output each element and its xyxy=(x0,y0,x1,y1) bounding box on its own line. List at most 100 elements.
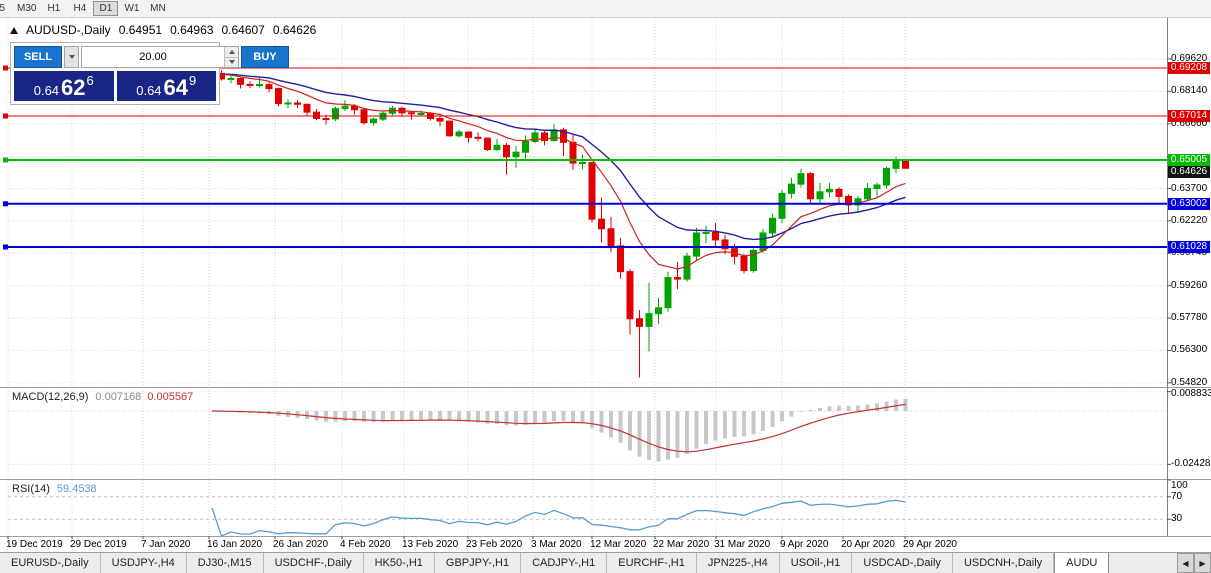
price-axis-tick: 0.62220 xyxy=(1171,214,1208,226)
candle-body xyxy=(721,239,729,250)
timeframe-button-H4[interactable]: H4 xyxy=(67,1,93,16)
chart-tab-USOil-H1[interactable]: USOil-,H1 xyxy=(780,553,853,573)
candle-body xyxy=(873,184,881,190)
rsi-name: RSI(14) xyxy=(12,483,50,495)
ma-fast-line xyxy=(211,72,906,270)
hline-handle-0.67014[interactable] xyxy=(3,113,8,119)
candle-body xyxy=(541,132,548,142)
rsi-axis-label: 30 xyxy=(1171,513,1183,525)
buy-price-display[interactable]: 0.64 64 9 xyxy=(116,71,216,101)
candle-body xyxy=(892,160,900,169)
hline-handle-0.65005[interactable] xyxy=(3,157,8,163)
ohlc-open: 0.64951 xyxy=(118,23,163,37)
volume-field xyxy=(81,46,239,68)
tab-scroll-right-icon[interactable]: ▶ xyxy=(1194,553,1211,573)
candle-body xyxy=(598,218,605,230)
time-axis-label: 16 Jan 2020 xyxy=(207,539,263,550)
timeframe-button-15[interactable]: 15 xyxy=(0,1,12,16)
candle-body xyxy=(360,109,368,124)
time-axis-label: 12 Mar 2020 xyxy=(590,539,647,550)
sell-button[interactable]: SELL xyxy=(14,46,62,68)
tab-scroll-left-icon[interactable]: ◀ xyxy=(1177,553,1194,573)
candle-body xyxy=(826,188,833,193)
chart-tab-bar: EURUSD-,Daily USDJPY-,H4 DJ30-,M15 USDCHF-,… xyxy=(0,552,1211,573)
volume-increase-button[interactable] xyxy=(225,47,238,58)
candle-body xyxy=(265,84,273,90)
candle-body xyxy=(322,117,330,120)
candle-body xyxy=(788,183,795,194)
hline-handle-0.61028[interactable] xyxy=(3,244,8,250)
chart-tab-GBPJPY-H1[interactable]: GBPJPY-,H1 xyxy=(435,553,522,573)
candle-body xyxy=(284,102,292,105)
volume-decrease-button[interactable] xyxy=(225,57,238,67)
macd-label: MACD(12,26,9) 0.007168 0.005567 xyxy=(12,391,193,403)
time-axis-label: 23 Feb 2020 xyxy=(466,539,523,550)
candle-body xyxy=(474,136,482,139)
candlesticks xyxy=(208,65,909,378)
candle-body xyxy=(807,173,814,200)
sell-price-figure: 0.64 xyxy=(33,83,60,98)
chart-tab-DJ30-M15[interactable]: DJ30-,M15 xyxy=(187,553,264,573)
candle-body xyxy=(902,160,909,169)
one-click-panel-toggle-icon[interactable] xyxy=(10,26,18,34)
timeframe-button-M30[interactable]: M30 xyxy=(13,1,41,16)
hline-handle-0.69208[interactable] xyxy=(3,65,8,71)
candle-body xyxy=(503,144,510,158)
candle-body xyxy=(835,188,843,197)
candle-body xyxy=(560,129,567,143)
sell-price-display[interactable]: 0.64 62 6 xyxy=(14,71,114,101)
chart-tab-AUDU[interactable]: AUDU xyxy=(1054,553,1110,573)
candle-body xyxy=(370,118,377,124)
candle-body xyxy=(693,232,700,257)
candle-body xyxy=(740,255,748,272)
candle-body xyxy=(313,111,320,119)
trade-options-dropdown-button[interactable] xyxy=(64,46,79,68)
chart-tab-JPN225-H4[interactable]: JPN225-,H4 xyxy=(697,553,780,573)
trade-panel-quotes: 0.64 62 6 0.64 64 9 xyxy=(14,71,216,101)
timeframe-button-W1[interactable]: W1 xyxy=(119,1,145,16)
candle-body xyxy=(436,117,444,122)
chart-tab-USDCAD-Daily[interactable]: USDCAD-,Daily xyxy=(852,553,953,573)
chart-title: AUDUSD-,Daily 0.64951 0.64963 0.64607 0.… xyxy=(10,23,316,37)
timeframe-button-MN[interactable]: MN xyxy=(145,1,171,16)
rsi-label: RSI(14) 59.4538 xyxy=(12,483,97,495)
price-axis-tick: 0.56300 xyxy=(1171,344,1208,356)
spinner-down-icon xyxy=(228,60,235,65)
candle-body xyxy=(645,313,653,327)
candle-body xyxy=(484,137,491,151)
price-badge-0.61028: 0.61028 xyxy=(1168,240,1210,253)
chart-tab-CADJPY-H1[interactable]: CADJPY-,H1 xyxy=(521,553,608,573)
chart-tab-USDCHF-Daily[interactable]: USDCHF-,Daily xyxy=(264,553,364,573)
timeframe-button-D1[interactable]: D1 xyxy=(93,1,119,16)
candle-body xyxy=(883,167,890,186)
chevron-down-icon xyxy=(68,55,75,59)
chart-tab-USDJPY-H4[interactable]: USDJPY-,H4 xyxy=(101,553,187,573)
candle-body xyxy=(294,102,301,105)
price-axis-tick: 0.69620 xyxy=(1171,52,1208,64)
chart-tab-HK50-H1[interactable]: HK50-,H1 xyxy=(364,553,435,573)
volume-input[interactable] xyxy=(82,47,224,67)
price-badge-0.69208: 0.69208 xyxy=(1168,62,1210,74)
timeframe-button-H1[interactable]: H1 xyxy=(41,1,67,16)
current-price-badge: 0.64626 xyxy=(1168,166,1210,179)
rsi-line xyxy=(211,499,906,537)
timeframe-toolbar: 15M30H1H4D1W1MN xyxy=(0,0,1211,18)
chart-tab-EURUSD-Daily[interactable]: EURUSD-,Daily xyxy=(0,553,101,573)
time-axis-label: 29 Dec 2019 xyxy=(70,539,127,550)
chart-tab-USDCNH-Daily[interactable]: USDCNH-,Daily xyxy=(953,553,1055,573)
candle-body xyxy=(674,277,681,280)
chart-symbol: AUDUSD-,Daily xyxy=(26,23,111,37)
candle-body xyxy=(731,248,738,257)
candle-body xyxy=(522,140,529,153)
buy-button[interactable]: BUY xyxy=(241,46,289,68)
candle-body xyxy=(531,132,539,142)
candle-body xyxy=(398,107,406,114)
macd-main-value: 0.007168 xyxy=(95,391,142,403)
hline-handle-0.63002[interactable] xyxy=(3,201,8,207)
chart-tab-EURCHF-H1[interactable]: EURCHF-,H1 xyxy=(607,553,697,573)
candle-body xyxy=(455,131,463,137)
macd-histogram xyxy=(210,398,908,462)
candle-body xyxy=(550,129,558,142)
